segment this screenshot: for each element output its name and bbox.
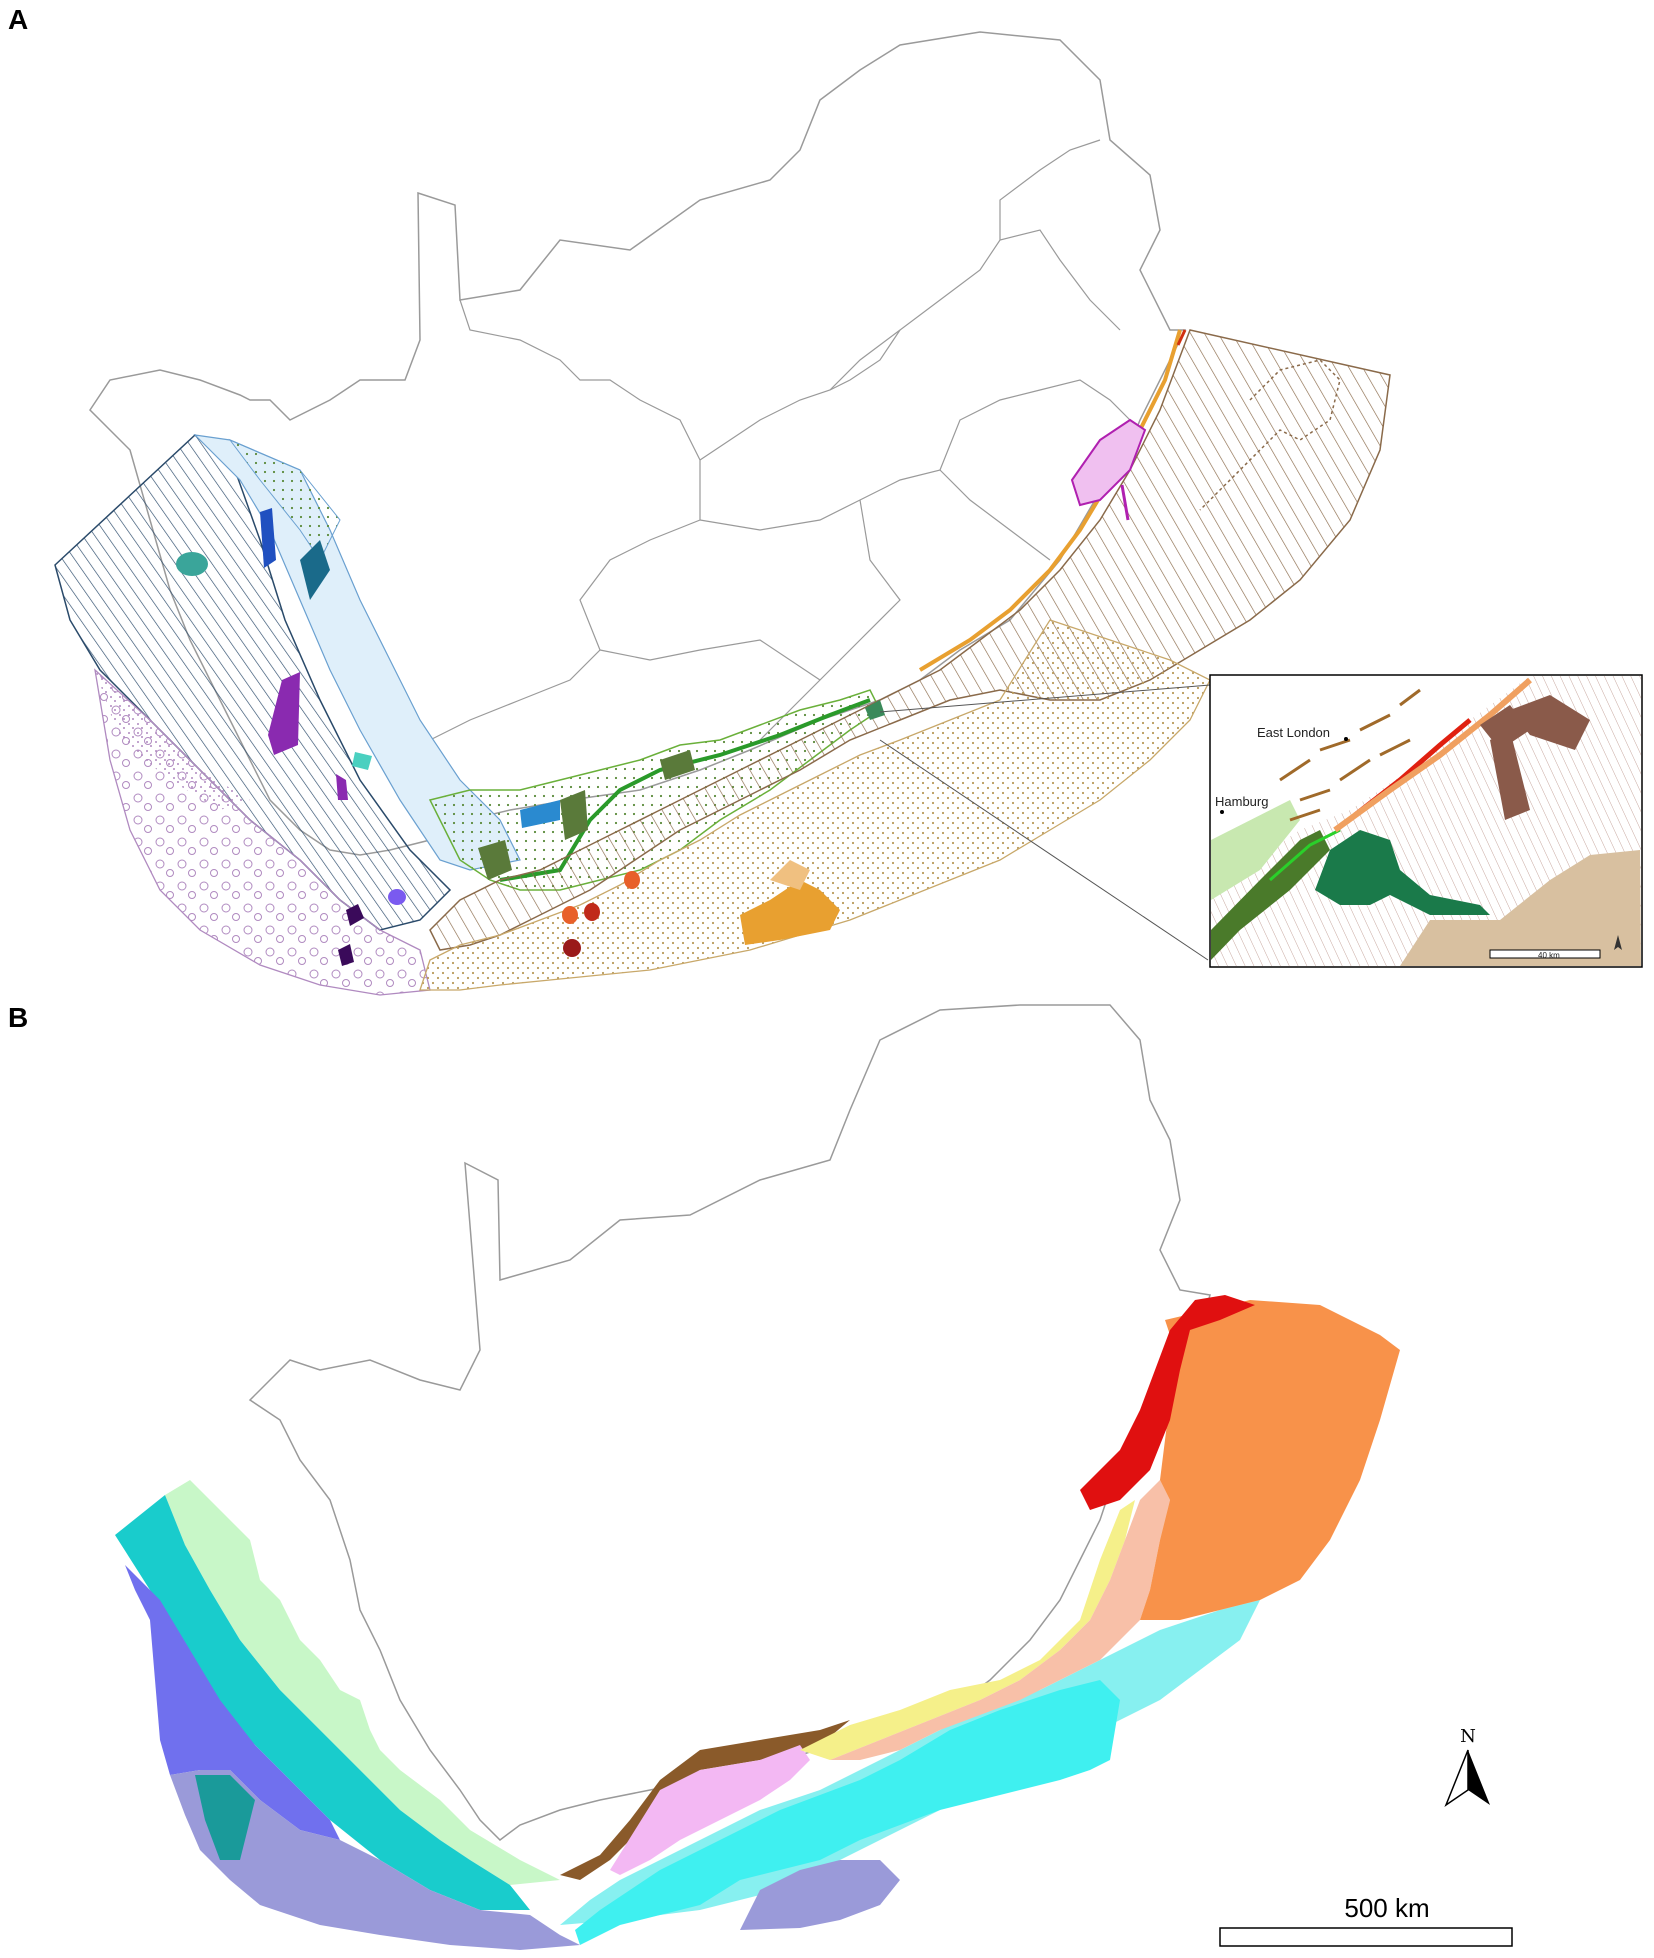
purple-feature-2 — [336, 774, 348, 800]
inset-olive-zone — [1211, 830, 1330, 960]
b-zone-west-blue — [125, 1565, 340, 1840]
west-purple-dotted-zone — [95, 670, 250, 810]
b-zone-west-periwinkle — [170, 1770, 580, 1950]
panel-a-map: East London Hamburg 40 km — [54, 31, 1643, 996]
inset-brown-patch-2 — [1510, 695, 1590, 750]
inset-north-arrow-icon — [1614, 935, 1622, 950]
country-outline-b — [248, 1004, 1211, 1841]
dark-red-feature-1 — [563, 939, 581, 957]
dark-purple-feature-1 — [346, 904, 364, 926]
olive-feature-3 — [660, 750, 695, 780]
east-coast-orange-strip — [918, 329, 1182, 672]
blue-feature-2 — [520, 800, 560, 828]
b-zone-south-coast-brown — [560, 1720, 850, 1880]
inset-orange-strip — [1333, 677, 1532, 833]
north-arrow-label: N — [1460, 1726, 1476, 1747]
hamburg-marker — [1220, 810, 1224, 814]
dark-purple-feature-2 — [338, 944, 354, 966]
inset-green-line — [1269, 828, 1341, 882]
magenta-estuary-zone — [1070, 418, 1147, 507]
b-zone-west-dark-teal — [195, 1775, 255, 1860]
scale-bar-label: 500 km — [1344, 1893, 1429, 1923]
north-arrow: N — [1444, 1726, 1490, 1808]
b-zone-south-deep-periwinkle — [740, 1860, 900, 1930]
red-orange-feature-1 — [562, 906, 578, 924]
b-zone-west-cyan — [115, 1495, 530, 1910]
east-london-marker — [1344, 737, 1348, 741]
b-zone-east-peach — [830, 1480, 1170, 1760]
green-feature-east — [865, 700, 885, 720]
inset-connector-top — [879, 684, 1211, 713]
inset-place-hamburg: Hamburg — [1215, 794, 1268, 809]
south-deep-tan-dotted-zone — [419, 619, 1211, 991]
inset-brown-patch-3 — [1490, 730, 1530, 820]
b-zone-east-red — [1080, 1295, 1255, 1510]
b-zone-west-light-green — [165, 1480, 560, 1885]
teal-feature-2 — [176, 552, 208, 576]
b-zone-south-bright-cyan — [575, 1680, 1120, 1945]
b-zone-east-yellow — [800, 1500, 1135, 1760]
inset-scale-bar — [1489, 949, 1601, 959]
scale-bar-rect — [1219, 1927, 1513, 1947]
teal-feature-1 — [300, 540, 330, 600]
inset-dark-green-zone — [1315, 830, 1490, 915]
panel-b-map: N 500 km — [115, 1004, 1513, 1950]
light-orange-feature — [770, 860, 810, 890]
inset-place-east-london: East London — [1257, 725, 1330, 740]
violet-feature-1 — [388, 889, 406, 905]
inset-tan-zone — [1400, 850, 1641, 966]
red-orange-feature-2 — [624, 871, 640, 889]
b-zone-south-pink — [610, 1745, 810, 1875]
panel-b-label: B — [8, 1002, 29, 1033]
inset-land — [1211, 676, 1530, 900]
cyan-feature-1 — [352, 752, 372, 770]
panel-a-label: A — [8, 4, 29, 35]
olive-feature-1 — [478, 840, 512, 880]
inset-light-green-zone — [1211, 800, 1300, 900]
scale-bar: 500 km — [1219, 1893, 1513, 1947]
inset-scale-label: 40 km — [1538, 951, 1560, 960]
magenta-line — [1120, 484, 1130, 521]
olive-feature-2 — [560, 790, 588, 840]
inset-brown-features — [1279, 688, 1421, 822]
east-coast-red-strip — [1176, 329, 1187, 346]
red-feature-1 — [584, 903, 600, 921]
north-arrow-icon-left — [1444, 1749, 1469, 1808]
b-zone-east-orange — [1140, 1300, 1400, 1620]
south-coast-green-line — [499, 698, 871, 882]
purple-feature-1 — [268, 672, 300, 755]
inset-connector-bottom — [879, 739, 1209, 961]
province-boundaries-a — [429, 139, 1131, 741]
blue-feature-1 — [260, 508, 276, 568]
north-arrow-icon-right — [1468, 1750, 1490, 1805]
orange-deep-feature — [740, 880, 840, 945]
inset-map: East London Hamburg 40 km — [1209, 674, 1643, 968]
